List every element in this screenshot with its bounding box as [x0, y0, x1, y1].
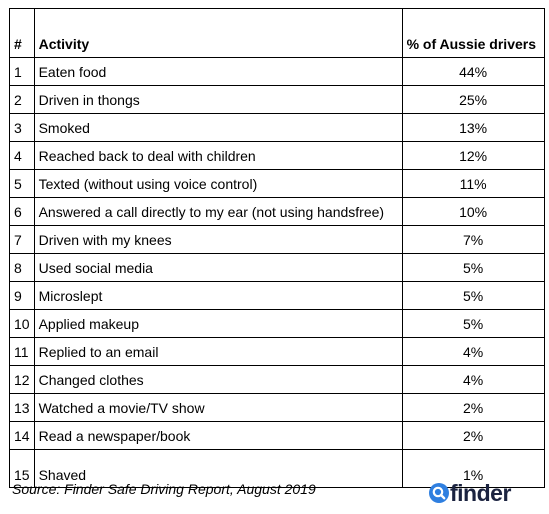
row-activity: Answered a call directly to my ear (not … [33, 197, 403, 226]
row-percent: 44% [401, 57, 545, 86]
row-percent: 4% [401, 337, 545, 366]
row-activity: Watched a movie/TV show [33, 393, 403, 422]
row-number: 9 [9, 281, 35, 310]
row-percent: 2% [401, 393, 545, 422]
row-activity: Reached back to deal with children [33, 141, 403, 170]
row-number: 10 [9, 309, 35, 338]
finder-logo: finder [429, 480, 511, 506]
row-activity: Driven in thongs [33, 85, 403, 114]
row-percent: 12% [401, 141, 545, 170]
table-row: 2 Driven in thongs 25% [9, 85, 545, 114]
table-row: 8 Used social media 5% [9, 253, 545, 282]
header-activity: Activity [33, 8, 403, 58]
row-percent: 11% [401, 169, 545, 198]
table-row: 3 Smoked 13% [9, 113, 545, 142]
row-percent: 1% [401, 449, 545, 488]
row-number: 4 [9, 141, 35, 170]
activity-table: # Activity % of Aussie drivers 1 Eaten f… [9, 8, 545, 488]
row-activity: Smoked [33, 113, 403, 142]
row-number: 8 [9, 253, 35, 282]
table-row: 15 Shaved 1% [9, 449, 545, 488]
row-activity: Used social media [33, 253, 403, 282]
row-number: 2 [9, 85, 35, 114]
row-percent: 13% [401, 113, 545, 142]
row-number: 13 [9, 393, 35, 422]
row-number: 7 [9, 225, 35, 254]
header-row: # Activity % of Aussie drivers [9, 8, 545, 58]
header-number: # [9, 8, 35, 58]
table-row: 11 Replied to an email 4% [9, 337, 545, 366]
row-percent: 4% [401, 365, 545, 394]
row-number: 3 [9, 113, 35, 142]
row-percent: 5% [401, 309, 545, 338]
row-number: 6 [9, 197, 35, 226]
row-activity: Shaved [33, 449, 403, 488]
row-number: 11 [9, 337, 35, 366]
table-row: 5 Texted (without using voice control) 1… [9, 169, 545, 198]
table-row: 7 Driven with my knees 7% [9, 225, 545, 254]
row-number: 5 [9, 169, 35, 198]
table-row: 9 Microslept 5% [9, 281, 545, 310]
table-row: 6 Answered a call directly to my ear (no… [9, 197, 545, 226]
row-percent: 25% [401, 85, 545, 114]
row-percent: 5% [401, 281, 545, 310]
row-activity: Replied to an email [33, 337, 403, 366]
row-number: 12 [9, 365, 35, 394]
row-percent: 2% [401, 421, 545, 450]
table-row: 14 Read a newspaper/book 2% [9, 421, 545, 450]
table-row: 12 Changed clothes 4% [9, 365, 545, 394]
brand-name: finder [450, 479, 511, 506]
magnifier-icon [429, 483, 449, 503]
table-row: 1 Eaten food 44% [9, 57, 545, 86]
row-percent: 10% [401, 197, 545, 226]
source-note: Source: Finder Safe Driving Report, Augu… [12, 481, 316, 497]
row-number: 14 [9, 421, 35, 450]
header-percent: % of Aussie drivers [401, 8, 545, 58]
row-percent: 5% [401, 253, 545, 282]
row-activity: Changed clothes [33, 365, 403, 394]
row-activity: Texted (without using voice control) [33, 169, 403, 198]
row-activity: Read a newspaper/book [33, 421, 403, 450]
row-activity: Microslept [33, 281, 403, 310]
table-row: 10 Applied makeup 5% [9, 309, 545, 338]
row-number: 15 [9, 449, 35, 488]
table-row: 4 Reached back to deal with children 12% [9, 141, 545, 170]
row-activity: Driven with my knees [33, 225, 403, 254]
table-row: 13 Watched a movie/TV show 2% [9, 393, 545, 422]
row-activity: Applied makeup [33, 309, 403, 338]
row-activity: Eaten food [33, 57, 403, 86]
row-number: 1 [9, 57, 35, 86]
row-percent: 7% [401, 225, 545, 254]
